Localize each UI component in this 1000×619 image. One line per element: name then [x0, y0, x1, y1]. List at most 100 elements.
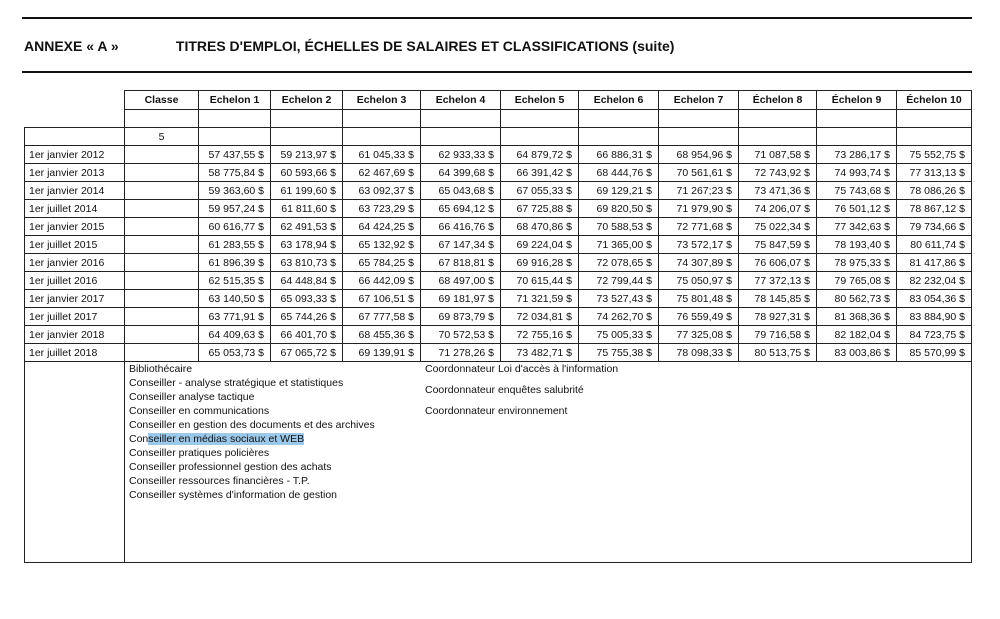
date-cell: 1er janvier 2014 [24, 181, 125, 200]
job-title-highlighted[interactable]: Conseiller en médias sociaux et WEB [129, 433, 305, 445]
salary-cell: 69 181,97 $ [420, 289, 501, 308]
salary-cell: 78 145,85 $ [738, 289, 817, 308]
job-title: Conseiller en communications [129, 405, 270, 417]
salary-cell: 75 552,75 $ [896, 145, 972, 164]
date-cell: 1er juillet 2018 [24, 343, 125, 362]
salary-cell: 65 093,33 $ [270, 289, 343, 308]
salary-cell: 78 975,33 $ [816, 253, 897, 272]
salary-cell: 71 267;23 $ [658, 181, 739, 200]
col-header: Échelon 9 [816, 90, 897, 110]
top-rule [22, 17, 972, 19]
salary-cell: 79 716,58 $ [738, 325, 817, 344]
text-selection[interactable]: seiller en médias sociaux et WEB [148, 433, 305, 445]
salary-cell: 70 561,61 $ [658, 163, 739, 182]
salary-cell: 67 725,88 $ [500, 199, 579, 218]
job-title: Bibliothécaire [129, 363, 193, 375]
col-header: Echelon 4 [420, 90, 501, 110]
date-cell: 1er janvier 2015 [24, 217, 125, 236]
salary-cell: 82 232,04 $ [896, 271, 972, 290]
salary-cell: 62 467,69 $ [342, 163, 421, 182]
salary-cell: 80 513,75 $ [738, 343, 817, 362]
salary-cell: 70 615,44 $ [500, 271, 579, 290]
salary-cell: 63 771,91 $ [198, 307, 271, 326]
salary-cell: 69 916,28 $ [500, 253, 579, 272]
salary-cell: 69 873,79 $ [420, 307, 501, 326]
date-cell: 1er juillet 2014 [24, 199, 125, 218]
salary-cell: 72 755,16 $ [500, 325, 579, 344]
salary-cell: 69 139,91 $ [342, 343, 421, 362]
classe-cell [124, 217, 199, 236]
salary-cell: 72 799,44 $ [578, 271, 659, 290]
salary-cell: 64 424,25 $ [342, 217, 421, 236]
salary-cell: 65 043,68 $ [420, 181, 501, 200]
job-title: Conseiller pratiques policières [129, 447, 270, 459]
job-title: Conseiller systèmes d'information de ges… [129, 489, 338, 501]
salary-cell: 74 993,74 $ [816, 163, 897, 182]
page-title: ANNEXE « A » TITRES D'EMPLOI, ÉCHELLES D… [24, 38, 674, 54]
salary-cell: 79 765,08 $ [816, 271, 897, 290]
salary-row: 1er juillet 2016 62 515,35 $64 448,84 $66… [24, 271, 972, 290]
annex-title: TITRES D'EMPLOI, ÉCHELLES DE SALAIRES ET… [175, 38, 675, 54]
job-titles-cell: Bibliothécaire Conseiller - analyse stra… [124, 361, 972, 563]
salary-cell: 68 444,76 $ [578, 163, 659, 182]
col-header: Echelon 6 [578, 90, 659, 110]
salary-cell: 60 616,77 $ [198, 217, 271, 236]
salary-cell: 78 098,33 $ [658, 343, 739, 362]
salary-cell: 77 342,63 $ [816, 217, 897, 236]
salary-cell: 83 884,90 $ [896, 307, 972, 326]
salary-cell: 65 132,92 $ [342, 235, 421, 254]
salary-row: 1er juillet 2014 59 957,24 $61 811,60 $63… [24, 199, 972, 218]
salary-row: 1er juillet 2018 65 053,73 $67 065,72 $69… [24, 343, 972, 362]
salary-cell: 78 927,31 $ [738, 307, 817, 326]
title-rule [22, 71, 972, 73]
salary-cell: 64 448,84 $ [270, 271, 343, 290]
salary-cell: 69 129,21 $ [578, 181, 659, 200]
salary-cell: 73 286,17 $ [816, 145, 897, 164]
salary-row: 1er janvier 2018 64 409,63 $66 401,70 $68… [24, 325, 972, 344]
salary-cell: 66 401,70 $ [270, 325, 343, 344]
salary-cell: 63 092,37 $ [342, 181, 421, 200]
salary-cell: 75 005,33 $ [578, 325, 659, 344]
salary-cell: 65 784,25 $ [342, 253, 421, 272]
salary-cell: 70 572,53 $ [420, 325, 501, 344]
salary-cell: 73 482,71 $ [500, 343, 579, 362]
salary-cell: 65 053,73 $ [198, 343, 271, 362]
classe-cell [124, 235, 199, 254]
salary-cell: 64 879,72 $ [500, 145, 579, 164]
job-title: Conseiller professionnel gestion des ach… [129, 461, 332, 473]
salary-cell: 67 055,33 $ [500, 181, 579, 200]
salary-cell: 73 471,36 $ [738, 181, 817, 200]
salary-row: 1er juillet 2017 63 771,91 $65 744,26 $67… [24, 307, 972, 326]
salary-cell: 66 886,31 $ [578, 145, 659, 164]
salary-cell: 72 771,68 $ [658, 217, 739, 236]
salary-cell: 77 325,08 $ [658, 325, 739, 344]
salary-cell: 60 593,66 $ [270, 163, 343, 182]
salary-cell: 61 199,60 $ [270, 181, 343, 200]
classe-cell [124, 181, 199, 200]
salary-cell: 81 368,36 $ [816, 307, 897, 326]
col-header: Echelon 1 [198, 90, 271, 110]
salary-cell: 63 140,50 $ [198, 289, 271, 308]
salary-cell: 71 979,90 $ [658, 199, 739, 218]
salary-cell: 69 820,50 $ [578, 199, 659, 218]
col-header: Echelon 7 [658, 90, 739, 110]
salary-cell: 65 744,26 $ [270, 307, 343, 326]
col-header: Échelon 8 [738, 90, 817, 110]
salary-cell: 76 501,12 $ [816, 199, 897, 218]
salary-cell: 84 723,75 $ [896, 325, 972, 344]
classe-cell [124, 307, 199, 326]
salary-cell: 73 572,17 $ [658, 235, 739, 254]
job-titles-row: Bibliothécaire Conseiller - analyse stra… [24, 361, 972, 563]
salary-cell: 66 442,09 $ [342, 271, 421, 290]
salary-cell: 57 437,55 $ [198, 145, 271, 164]
job-title: Conseiller en gestion des documents et d… [129, 419, 375, 431]
salary-cell: 76 606,07 $ [738, 253, 817, 272]
salary-cell: 83 003,86 $ [816, 343, 897, 362]
date-cell: 1er janvier 2017 [24, 289, 125, 308]
salary-cell: 66 416,76 $ [420, 217, 501, 236]
salary-cell: 67 147,34 $ [420, 235, 501, 254]
classe-cell [124, 289, 199, 308]
date-cell: 1er janvier 2018 [24, 325, 125, 344]
salary-row: 1er janvier 2014 59 363,60 $61 199,60 $63… [24, 181, 972, 200]
salary-cell: 74 262,70 $ [578, 307, 659, 326]
